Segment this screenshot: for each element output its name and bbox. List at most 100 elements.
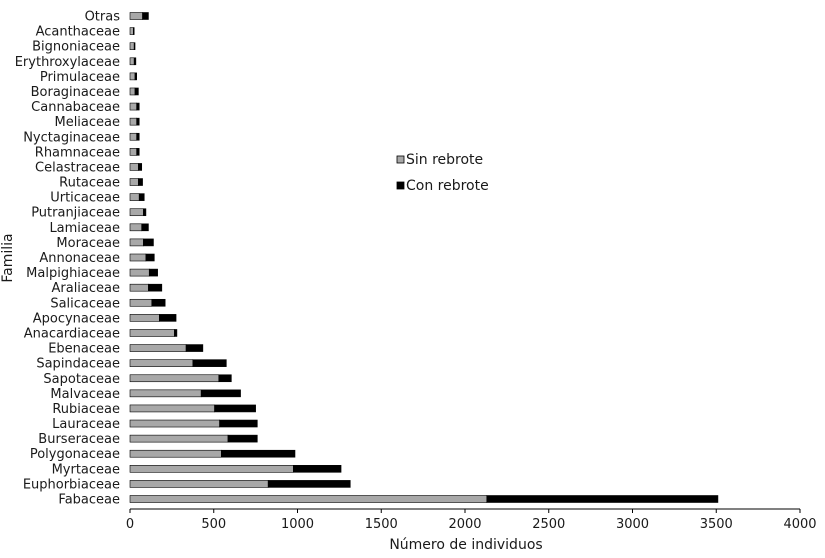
category-label-fabaceae: Fabaceae	[58, 493, 120, 508]
legend-swatch-sin-rebrote	[396, 155, 405, 164]
category-label-apocynaceae: Apocynaceae	[33, 311, 120, 326]
category-label-araliaceae: Araliaceae	[51, 281, 120, 296]
bar-erythroxylaceae-con-rebrote	[133, 57, 137, 66]
legend-swatch-con-rebrote	[396, 181, 405, 190]
category-label-bignoniaceae: Bignoniaceae	[32, 40, 120, 55]
bar-acanthaceae-sin-rebrote	[129, 27, 134, 35]
bar-rubiaceae-con-rebrote	[214, 404, 256, 413]
bar-salicaceae-sin-rebrote	[129, 298, 153, 307]
bar-sapotaceae-sin-rebrote	[129, 374, 220, 383]
x-axis-title: Número de individuos	[389, 537, 542, 553]
bar-myrtaceae-sin-rebrote	[129, 465, 294, 473]
category-label-malpighiaceae: Malpighiaceae	[26, 266, 120, 281]
x-tick-labels: 0 500 1000 1500 2000 2500 3000 3500 4000	[126, 509, 817, 532]
x-tick-label-2000: 2000	[448, 517, 481, 532]
category-label-moraceae: Moraceae	[56, 236, 120, 251]
category-label-erythroxylaceae: Erythroxylaceae	[15, 55, 120, 70]
category-label-urticaceae: Urticaceae	[50, 191, 120, 206]
bar-polygonaceae-con-rebrote	[220, 449, 296, 458]
category-label-euphorbiaceae: Euphorbiaceae	[23, 477, 120, 492]
category-label-sapotaceae: Sapotaceae	[43, 372, 120, 387]
bars-layer	[129, 12, 719, 503]
bar-myrtaceae-con-rebrote	[293, 465, 342, 473]
bar-apocynaceae-con-rebrote	[159, 314, 177, 322]
bar-anacardiaceae-con-rebrote	[174, 329, 178, 337]
bar-meliaceae-con-rebrote	[136, 117, 140, 126]
bar-sapotaceae-con-rebrote	[218, 374, 232, 383]
category-label-salicaceae: Salicaceae	[50, 296, 120, 311]
bar-primulaceae-con-rebrote	[134, 72, 137, 81]
bar-celastraceae-sin-rebrote	[129, 163, 139, 171]
category-label-annonaceae: Annonaceae	[39, 251, 120, 266]
bar-lamiaceae-sin-rebrote	[129, 223, 143, 232]
bar-malpighiaceae-sin-rebrote	[129, 268, 150, 277]
bar-moraceae-sin-rebrote	[129, 238, 144, 247]
bar-euphorbiaceae-sin-rebrote	[129, 480, 269, 488]
bar-boraginaceae-sin-rebrote	[129, 87, 136, 96]
bar-otras-con-rebrote	[142, 12, 149, 20]
bar-fabaceae-con-rebrote	[486, 495, 719, 503]
category-label-burseraceae: Burseraceae	[38, 432, 120, 447]
bar-moraceae-con-rebrote	[143, 238, 154, 247]
bar-ebenaceae-con-rebrote	[185, 344, 204, 352]
bar-meliaceae-sin-rebrote	[129, 117, 137, 126]
category-label-lamiaceae: Lamiaceae	[49, 221, 120, 236]
category-label-boraginaceae: Boraginaceae	[31, 85, 120, 100]
category-label-rhamnaceae: Rhamnaceae	[35, 145, 120, 160]
bar-malpighiaceae-con-rebrote	[148, 268, 158, 277]
category-label-rubiaceae: Rubiaceae	[52, 402, 120, 417]
bar-rubiaceae-sin-rebrote	[129, 404, 215, 413]
y-axis-title: Familia	[0, 233, 16, 282]
category-label-primulaceae: Primulaceae	[40, 70, 120, 85]
bar-cannabaceae-sin-rebrote	[129, 102, 137, 111]
bar-bignoniaceae-con-rebrote	[133, 42, 136, 50]
bar-araliaceae-sin-rebrote	[129, 283, 149, 292]
x-tick-label-500: 500	[201, 517, 226, 532]
bar-cannabaceae-con-rebrote	[136, 102, 140, 111]
bar-malvaceae-con-rebrote	[200, 389, 241, 398]
x-tick-label-3500: 3500	[700, 517, 733, 532]
bar-lauraceae-con-rebrote	[219, 419, 258, 428]
category-label-nyctaginaceae: Nyctaginaceae	[23, 130, 120, 145]
category-labels: OtrasAcanthaceaeBignoniaceaeErythroxylac…	[15, 10, 121, 508]
category-label-sapindaceae: Sapindaceae	[36, 357, 120, 372]
category-label-celastraceae: Celastraceae	[35, 160, 120, 175]
bar-rhamnaceae-sin-rebrote	[129, 148, 137, 156]
bar-rhamnaceae-con-rebrote	[136, 148, 140, 156]
bar-celastraceae-con-rebrote	[138, 163, 143, 171]
category-label-putranjiaceae: Putranjiaceae	[31, 206, 120, 221]
x-tick-label-2500: 2500	[532, 517, 565, 532]
bar-anacardiaceae-sin-rebrote	[129, 329, 175, 337]
bar-annonaceae-sin-rebrote	[129, 253, 147, 262]
x-tick-label-1000: 1000	[281, 517, 314, 532]
bar-acanthaceae-con-rebrote	[133, 27, 135, 35]
bar-lamiaceae-con-rebrote	[141, 223, 149, 232]
bar-sapindaceae-sin-rebrote	[129, 359, 194, 367]
bar-urticaceae-con-rebrote	[138, 193, 145, 201]
bar-nyctaginaceae-sin-rebrote	[129, 132, 137, 141]
category-label-cannabaceae: Cannabaceae	[31, 100, 120, 115]
bar-primulaceae-sin-rebrote	[129, 72, 136, 81]
legend: Sin rebrote Con rebrote	[396, 152, 489, 194]
bar-rutaceae-con-rebrote	[138, 178, 143, 186]
bar-fabaceae-sin-rebrote	[129, 495, 488, 503]
category-label-lauraceae: Lauraceae	[52, 417, 120, 432]
category-label-rutaceae: Rutaceae	[59, 176, 120, 191]
bar-nyctaginaceae-con-rebrote	[136, 132, 140, 141]
x-tick-label-0: 0	[126, 517, 134, 532]
bar-malvaceae-sin-rebrote	[129, 389, 202, 398]
bar-salicaceae-con-rebrote	[151, 298, 166, 307]
x-tick-label-4000: 4000	[783, 517, 816, 532]
bar-apocynaceae-sin-rebrote	[129, 314, 160, 322]
category-label-otras: Otras	[85, 10, 121, 25]
bar-burseraceae-con-rebrote	[227, 434, 258, 443]
bar-ebenaceae-sin-rebrote	[129, 344, 187, 352]
bar-lauraceae-sin-rebrote	[129, 419, 220, 428]
bar-rutaceae-sin-rebrote	[129, 178, 139, 186]
bar-erythroxylaceae-sin-rebrote	[129, 57, 135, 66]
bar-burseraceae-sin-rebrote	[129, 434, 229, 443]
category-label-myrtaceae: Myrtaceae	[52, 462, 120, 477]
x-tick-label-1500: 1500	[365, 517, 398, 532]
category-label-malvaceae: Malvaceae	[50, 387, 120, 402]
